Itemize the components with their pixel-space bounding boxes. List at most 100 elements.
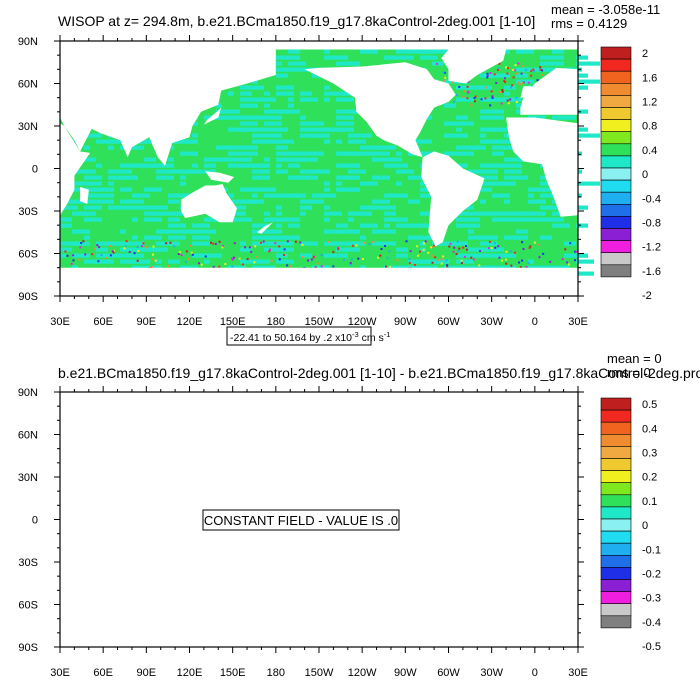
x-tick-label: 180: [267, 667, 285, 679]
y-tick-label: 30S: [18, 557, 38, 569]
colorbar-label: 0.4: [642, 423, 657, 435]
colorbar-swatch: [600, 554, 632, 568]
x-tick-label: 120E: [177, 316, 203, 328]
x-tick-label: 90W: [394, 667, 417, 679]
colorbar-label: 1.2: [642, 96, 657, 108]
y-tick-label: 60N: [18, 430, 38, 442]
colorbar-swatch: [600, 446, 632, 459]
y-tick-label: 30S: [18, 206, 38, 218]
land-south-america: [421, 151, 485, 247]
colorbar-label: 2: [642, 48, 648, 60]
colorbar-swatch: [600, 579, 632, 592]
y-tick-label: 90N: [18, 36, 38, 48]
colorbar-swatch: [600, 433, 632, 447]
colorbar-label: -1.2: [642, 242, 661, 254]
colorbar-swatch: [600, 131, 632, 145]
svg-text:-22.41 to 50.164 by .2 x10-3 c: -22.41 to 50.164 by .2 x10-3 cm s-1: [230, 330, 390, 344]
y-tick-label: 60N: [18, 79, 38, 91]
colorbar-swatch: [600, 179, 632, 193]
y-tick-label: 60S: [18, 249, 38, 261]
x-tick-label: 0: [532, 316, 538, 328]
x-tick-label: 120E: [177, 667, 203, 679]
colorbar-swatch: [600, 603, 632, 617]
colorbar-label: 0.3: [642, 447, 657, 459]
panel-top: WISOP at z= 294.8m, b.e21.BCma1850.f19_g…: [18, 2, 661, 346]
y-tick-label: 30N: [18, 472, 38, 484]
colorbar-label: -0.4: [642, 617, 661, 629]
x-tick-label: 60E: [93, 316, 113, 328]
mean-stat: mean = -3.058e-11: [551, 2, 660, 17]
x-tick-label: 60W: [437, 667, 460, 679]
land-greenland: [441, 49, 507, 84]
panel-bottom: b.e21.BCma1850.f19_g17.8kaControl-2deg.0…: [18, 351, 700, 679]
colorbar-swatch: [600, 530, 632, 544]
x-tick-label: 90E: [137, 316, 157, 328]
x-tick-label: 30W: [480, 316, 503, 328]
x-tick-label: 120W: [348, 667, 377, 679]
x-tick-label: 90W: [394, 316, 417, 328]
x-tick-label: 60E: [93, 667, 113, 679]
x-tick-label: 30E: [568, 667, 588, 679]
colorbar-swatch: [600, 83, 632, 96]
land-north-america: [304, 62, 456, 158]
land-australia: [180, 184, 237, 223]
colorbar-swatch: [600, 167, 632, 181]
colorbar-label: 0.2: [642, 472, 657, 484]
colorbar-swatch: [600, 191, 632, 205]
colorbar-swatch: [600, 252, 632, 266]
land-africa-west: [506, 117, 578, 217]
colorbar-label: 0.8: [642, 121, 657, 133]
colorbar: 2 1.6 1.2 0.8 0.4 0 -0.4 -0.8 -1.2 -1.6 -2: [600, 46, 661, 302]
colorbar-label: -0.8: [642, 217, 661, 229]
colorbar-swatch: [600, 155, 632, 169]
colorbar-swatch: [600, 58, 632, 72]
colorbar-label: 0.5: [642, 399, 657, 411]
colorbar-swatch: [600, 107, 632, 120]
colorbar-label: -2: [642, 290, 652, 302]
range-note: -22.41 to 50.164 by .2 x10-3 cm s-1: [226, 326, 390, 346]
land-uk: [520, 86, 532, 98]
colorbar-label: 0: [642, 169, 648, 181]
colorbar-swatch: [600, 240, 632, 254]
x-tick-label: 180: [267, 316, 285, 328]
colorbar-swatch: [600, 506, 632, 520]
plot-title: WISOP at z= 294.8m, b.e21.BCma1850.f19_g…: [58, 13, 535, 29]
colorbar-label: 0.4: [642, 145, 657, 157]
colorbar-swatch: [600, 421, 632, 435]
colorbar-swatch: [600, 615, 632, 629]
x-tick-label: 150E: [220, 667, 246, 679]
colorbar-label: 0.1: [642, 496, 657, 508]
colorbar-swatch: [600, 95, 632, 108]
colorbar-swatch: [600, 494, 632, 508]
y-tick-label: 90S: [18, 642, 38, 654]
land-eurasia: [60, 49, 276, 166]
colorbar: 0.5 0.4 0.3 0.2 0.1 0 -0.1 -0.2 -0.3 -0.4 -0.5: [600, 397, 661, 653]
colorbar-swatch: [600, 397, 632, 411]
colorbar-swatch: [600, 409, 632, 423]
x-tick-label: 150W: [305, 667, 334, 679]
land-japan: [203, 107, 222, 125]
colorbar-swatch: [600, 216, 632, 229]
mean-stat: mean = 0: [607, 351, 662, 366]
colorbar-swatch: [600, 518, 632, 532]
colorbar-swatch: [600, 70, 632, 84]
colorbar-swatch: [600, 542, 632, 556]
colorbar-swatch: [600, 591, 632, 604]
x-tick-label: 120W: [348, 316, 377, 328]
map-axes: 30E 60E 90E 120E 150E 180 150W 120W 90W 60W 30W 0 30…: [18, 386, 588, 679]
colorbar-label: 0: [642, 520, 648, 532]
x-tick-label: 30E: [568, 316, 588, 328]
colorbar-label: -0.5: [642, 641, 661, 653]
colorbar-label: 1.6: [642, 72, 657, 84]
y-tick-label: 0: [32, 164, 38, 176]
colorbar-swatch: [600, 228, 632, 241]
y-tick-label: 90S: [18, 291, 38, 303]
x-tick-label: 30W: [480, 667, 503, 679]
land-madagascar: [80, 186, 89, 204]
colorbar-label: -0.3: [642, 593, 661, 605]
constant-field-label: CONSTANT FIELD - VALUE IS .0: [204, 513, 398, 528]
colorbar-swatch: [600, 143, 632, 157]
x-tick-label: 60W: [437, 316, 460, 328]
colorbar-swatch: [600, 567, 632, 580]
